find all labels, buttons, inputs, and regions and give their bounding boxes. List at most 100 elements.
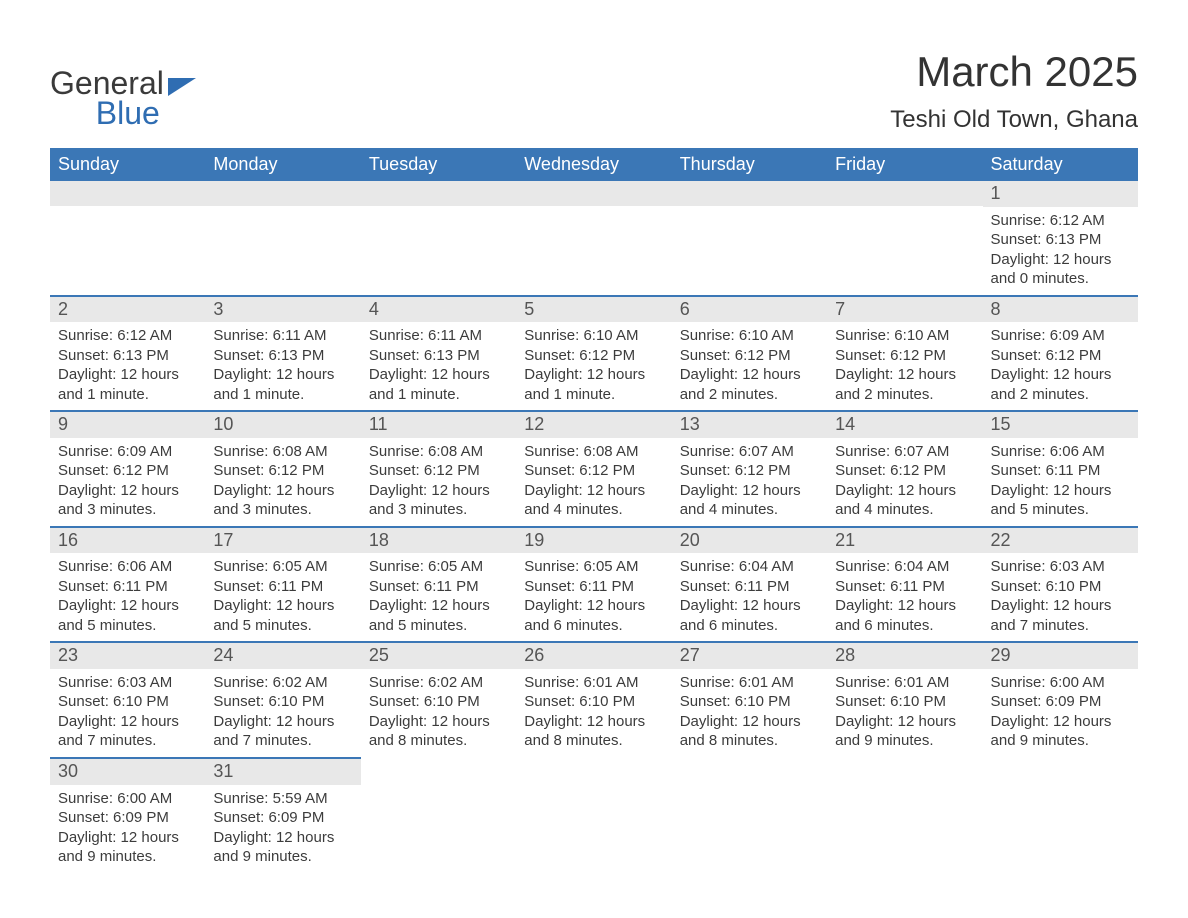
day-sunrise: Sunrise: 6:00 AM (58, 789, 197, 809)
calendar-cell: 24Sunrise: 6:02 AMSunset: 6:10 PMDayligh… (205, 641, 360, 757)
day-number: 18 (361, 528, 516, 554)
day-details: Sunrise: 6:05 AMSunset: 6:11 PMDaylight:… (205, 553, 360, 641)
day-sunrise: Sunrise: 6:05 AM (524, 557, 663, 577)
day-day1: Daylight: 12 hours (369, 596, 508, 616)
day-number: 10 (205, 412, 360, 438)
day-day2: and 3 minutes. (213, 500, 352, 520)
empty-day (516, 761, 671, 771)
calendar-cell: 15Sunrise: 6:06 AMSunset: 6:11 PMDayligh… (983, 410, 1138, 526)
empty-day (672, 761, 827, 771)
calendar-cell: 11Sunrise: 6:08 AMSunset: 6:12 PMDayligh… (361, 410, 516, 526)
day-number: 11 (361, 412, 516, 438)
day-day1: Daylight: 12 hours (991, 365, 1130, 385)
calendar-cell: 3Sunrise: 6:11 AMSunset: 6:13 PMDaylight… (205, 295, 360, 411)
day-sunrise: Sunrise: 6:08 AM (369, 442, 508, 462)
calendar-cell: 28Sunrise: 6:01 AMSunset: 6:10 PMDayligh… (827, 641, 982, 757)
day-sunset: Sunset: 6:09 PM (213, 808, 352, 828)
calendar-cell (205, 181, 360, 295)
day-day1: Daylight: 12 hours (680, 481, 819, 501)
day-sunrise: Sunrise: 6:02 AM (213, 673, 352, 693)
day-sunrise: Sunrise: 6:10 AM (524, 326, 663, 346)
day-number: 3 (205, 297, 360, 323)
day-header: Friday (827, 148, 982, 181)
calendar-cell: 27Sunrise: 6:01 AMSunset: 6:10 PMDayligh… (672, 641, 827, 757)
day-sunrise: Sunrise: 6:12 AM (58, 326, 197, 346)
day-number: 22 (983, 528, 1138, 554)
day-day2: and 9 minutes. (991, 731, 1130, 751)
day-sunrise: Sunrise: 6:05 AM (369, 557, 508, 577)
day-sunset: Sunset: 6:09 PM (58, 808, 197, 828)
day-number: 13 (672, 412, 827, 438)
empty-day (827, 206, 982, 284)
day-day1: Daylight: 12 hours (58, 828, 197, 848)
calendar-cell: 10Sunrise: 6:08 AMSunset: 6:12 PMDayligh… (205, 410, 360, 526)
calendar-cell (516, 757, 671, 873)
calendar-cell: 1Sunrise: 6:12 AMSunset: 6:13 PMDaylight… (983, 181, 1138, 295)
day-sunrise: Sunrise: 6:08 AM (524, 442, 663, 462)
day-day1: Daylight: 12 hours (835, 365, 974, 385)
day-day2: and 5 minutes. (991, 500, 1130, 520)
empty-day-number (672, 181, 827, 206)
calendar-cell: 31Sunrise: 5:59 AMSunset: 6:09 PMDayligh… (205, 757, 360, 873)
day-number: 31 (205, 759, 360, 785)
day-day2: and 7 minutes. (58, 731, 197, 751)
calendar-cell: 21Sunrise: 6:04 AMSunset: 6:11 PMDayligh… (827, 526, 982, 642)
day-day1: Daylight: 12 hours (213, 596, 352, 616)
day-sunrise: Sunrise: 6:12 AM (991, 211, 1130, 231)
calendar-cell: 20Sunrise: 6:04 AMSunset: 6:11 PMDayligh… (672, 526, 827, 642)
day-sunset: Sunset: 6:11 PM (680, 577, 819, 597)
day-day2: and 5 minutes. (369, 616, 508, 636)
day-sunrise: Sunrise: 6:01 AM (524, 673, 663, 693)
day-day1: Daylight: 12 hours (991, 250, 1130, 270)
day-sunrise: Sunrise: 6:04 AM (835, 557, 974, 577)
calendar-cell: 12Sunrise: 6:08 AMSunset: 6:12 PMDayligh… (516, 410, 671, 526)
calendar-cell: 17Sunrise: 6:05 AMSunset: 6:11 PMDayligh… (205, 526, 360, 642)
calendar-cell: 4Sunrise: 6:11 AMSunset: 6:13 PMDaylight… (361, 295, 516, 411)
day-details: Sunrise: 5:59 AMSunset: 6:09 PMDaylight:… (205, 785, 360, 873)
day-day1: Daylight: 12 hours (835, 596, 974, 616)
day-day2: and 5 minutes. (58, 616, 197, 636)
day-day2: and 8 minutes. (369, 731, 508, 751)
day-details: Sunrise: 6:04 AMSunset: 6:11 PMDaylight:… (672, 553, 827, 641)
title-block: March 2025 Teshi Old Town, Ghana (890, 48, 1138, 140)
calendar-cell (516, 181, 671, 295)
calendar-cell (672, 757, 827, 873)
day-sunrise: Sunrise: 6:11 AM (369, 326, 508, 346)
calendar-week: 9Sunrise: 6:09 AMSunset: 6:12 PMDaylight… (50, 410, 1138, 526)
day-sunrise: Sunrise: 6:05 AM (213, 557, 352, 577)
day-sunrise: Sunrise: 6:10 AM (835, 326, 974, 346)
day-sunset: Sunset: 6:11 PM (835, 577, 974, 597)
empty-day (672, 206, 827, 284)
day-day2: and 1 minute. (369, 385, 508, 405)
calendar-cell: 18Sunrise: 6:05 AMSunset: 6:11 PMDayligh… (361, 526, 516, 642)
day-number: 20 (672, 528, 827, 554)
day-day2: and 6 minutes. (835, 616, 974, 636)
header: General Blue March 2025 Teshi Old Town, … (50, 48, 1138, 140)
day-day1: Daylight: 12 hours (680, 596, 819, 616)
day-number: 9 (50, 412, 205, 438)
calendar-cell: 16Sunrise: 6:06 AMSunset: 6:11 PMDayligh… (50, 526, 205, 642)
day-header: Thursday (672, 148, 827, 181)
day-number: 26 (516, 643, 671, 669)
day-details: Sunrise: 6:12 AMSunset: 6:13 PMDaylight:… (50, 322, 205, 410)
day-number: 2 (50, 297, 205, 323)
day-day1: Daylight: 12 hours (213, 828, 352, 848)
day-sunset: Sunset: 6:12 PM (524, 346, 663, 366)
day-day2: and 9 minutes. (835, 731, 974, 751)
day-number: 17 (205, 528, 360, 554)
day-day1: Daylight: 12 hours (524, 596, 663, 616)
day-sunrise: Sunrise: 6:03 AM (991, 557, 1130, 577)
day-day1: Daylight: 12 hours (835, 481, 974, 501)
day-number: 6 (672, 297, 827, 323)
day-sunset: Sunset: 6:11 PM (213, 577, 352, 597)
day-sunset: Sunset: 6:12 PM (835, 346, 974, 366)
day-details: Sunrise: 6:05 AMSunset: 6:11 PMDaylight:… (516, 553, 671, 641)
day-sunrise: Sunrise: 6:01 AM (680, 673, 819, 693)
day-details: Sunrise: 6:00 AMSunset: 6:09 PMDaylight:… (983, 669, 1138, 757)
logo: General Blue (50, 48, 196, 129)
day-sunset: Sunset: 6:12 PM (835, 461, 974, 481)
calendar-header-row: SundayMondayTuesdayWednesdayThursdayFrid… (50, 148, 1138, 181)
day-day2: and 1 minute. (213, 385, 352, 405)
day-sunrise: Sunrise: 6:00 AM (991, 673, 1130, 693)
day-details: Sunrise: 6:01 AMSunset: 6:10 PMDaylight:… (672, 669, 827, 757)
